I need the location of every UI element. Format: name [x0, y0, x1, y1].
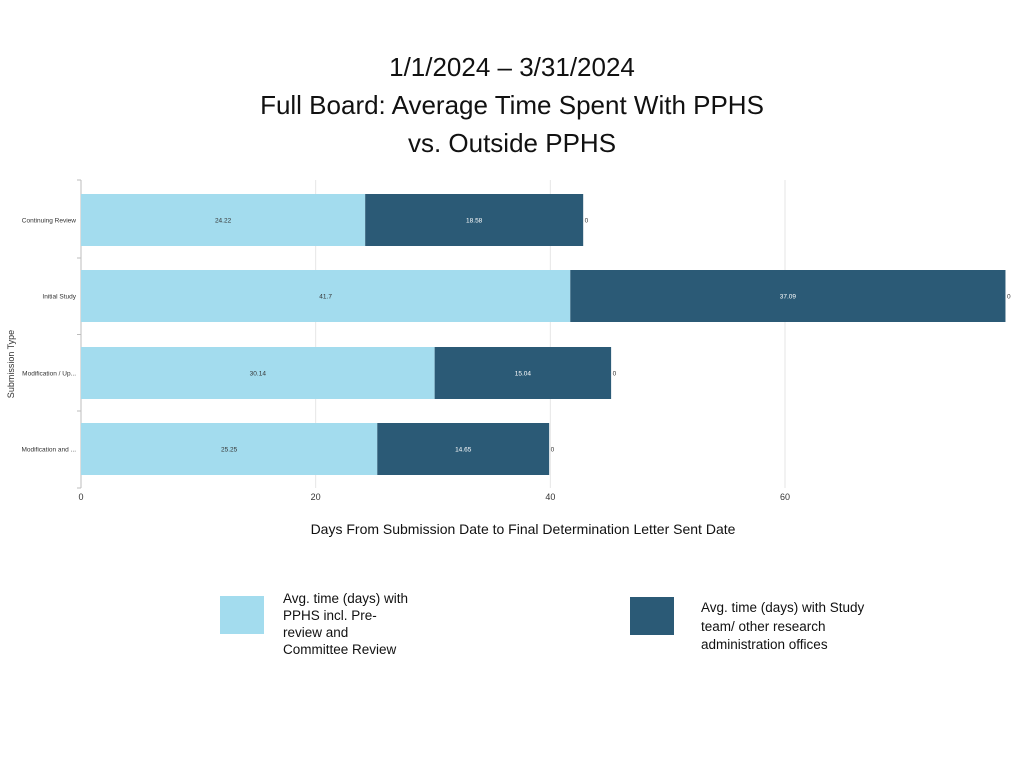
data-label-series1: 24.22 — [215, 218, 232, 225]
title-line-3: vs. Outside PPHS — [407, 128, 617, 158]
data-label-series2: 37.09 — [780, 294, 797, 301]
legend-study-line-2: team/ other research — [701, 618, 826, 634]
legend-pphs-line-1: Avg. time (days) with — [283, 591, 409, 606]
legend-pphs-line-2: PPHS incl. Pre- — [283, 608, 377, 623]
title-line-2: Full Board: Average Time Spent With PPHS — [260, 90, 764, 120]
legend-swatch-pphs — [220, 596, 264, 634]
bar-segment-series2 — [570, 270, 1006, 322]
labels: 0 20 40 60 Submission Type Continuing Review 2… — [6, 218, 1011, 503]
legend-swatch-study-team — [630, 597, 674, 635]
bar-segment-series1 — [81, 423, 378, 475]
x-tick-label-60: 60 — [780, 492, 790, 502]
bar-segment-series2 — [377, 423, 550, 475]
bar-segment-series2 — [434, 347, 612, 399]
data-label-series1: 41.7 — [319, 294, 332, 301]
x-axis-title: Days From Submission Date to Final Deter… — [310, 521, 736, 537]
legend-study-line-1: Avg. time (days) with Study — [701, 600, 865, 615]
data-label-series1: 30.14 — [250, 371, 267, 378]
end-label: 0 — [585, 218, 589, 225]
end-label: 0 — [613, 371, 617, 378]
bar-segment-series1 — [81, 270, 571, 322]
chart-title: 1/1/2024 – 3/31/2024 Full Board: Average… — [0, 48, 1024, 162]
bar-segment-series1 — [81, 347, 435, 399]
end-label: 0 — [1007, 294, 1011, 301]
y-axis-title: Submission Type — [6, 330, 16, 398]
stacked-bar-chart: 0 20 40 60 Submission Type Continuing Review 2… — [6, 179, 1011, 503]
category-label: Continuing Review — [22, 218, 77, 225]
legend-pphs-line-4: Committee Review — [283, 642, 397, 657]
end-label: 0 — [551, 447, 555, 454]
category-label: Initial Study — [42, 294, 76, 301]
bars — [81, 194, 1006, 475]
category-label: Modification / Up... — [22, 371, 76, 378]
legend-pphs-line-3: review and — [283, 625, 349, 640]
x-tick-label-20: 20 — [311, 492, 321, 502]
x-tick-label-0: 0 — [78, 492, 83, 502]
legend-study-line-3: administration offices — [701, 637, 828, 652]
legend-label-study-team: Avg. time (days) with Study team/ other … — [701, 599, 901, 655]
bar-segment-series2 — [365, 194, 584, 246]
data-label-series2: 15.04 — [515, 371, 532, 378]
x-tick-label-40: 40 — [545, 492, 555, 502]
title-date-range: 1/1/2024 – 3/31/2024 — [389, 52, 635, 82]
data-label-series2: 18.58 — [466, 218, 483, 225]
category-label: Modification and ... — [21, 447, 76, 454]
data-label-series1: 25.25 — [221, 447, 238, 454]
data-label-series2: 14.65 — [455, 447, 472, 454]
legend-label-pphs: Avg. time (days) with PPHS incl. Pre- re… — [283, 590, 433, 658]
bar-segment-series1 — [81, 194, 366, 246]
